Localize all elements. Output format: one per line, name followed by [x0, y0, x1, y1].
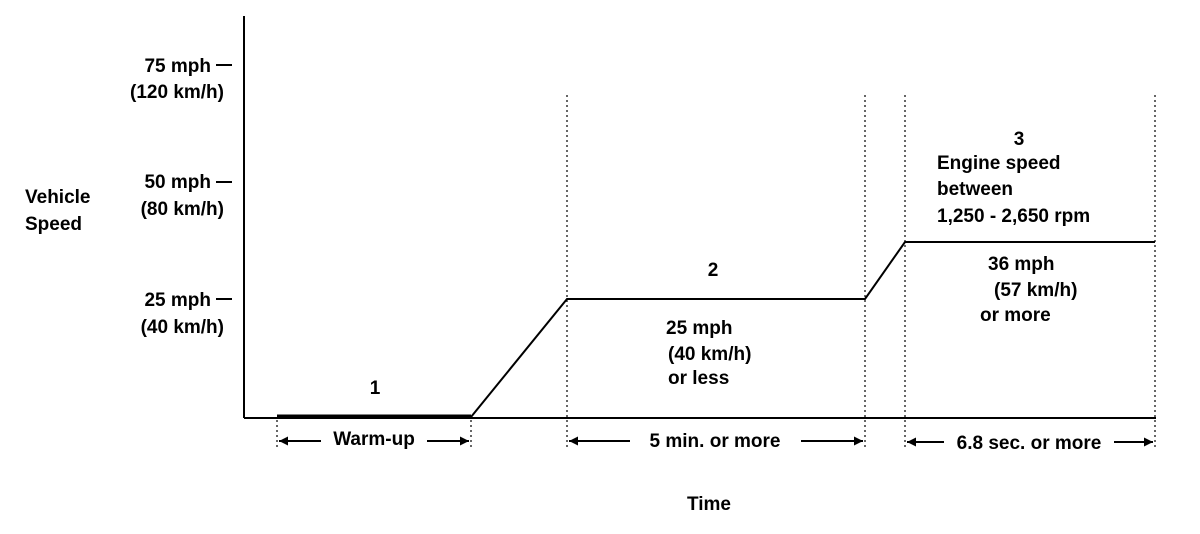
phase-3-condition-line2: between — [937, 179, 1013, 200]
phase-2-number: 2 — [708, 260, 719, 281]
y-tick-label-50-kmh: (80 km/h) — [141, 199, 224, 220]
x-axis-title: Time — [687, 494, 731, 515]
phase-3-speed-line1: 36 mph — [988, 254, 1055, 275]
phase-2-duration: 5 min. or more — [650, 431, 781, 452]
y-axis-title-line2: Speed — [25, 214, 82, 235]
phase-1-number: 1 — [370, 378, 381, 399]
phase-3-number: 3 — [1014, 129, 1025, 150]
speed-profile-line — [470, 241, 1155, 418]
phase-3-duration: 6.8 sec. or more — [957, 433, 1102, 454]
phase-2-speed-line2: (40 km/h) — [668, 344, 751, 365]
y-axis-title-line1: Vehicle — [25, 187, 91, 208]
y-tick-label-25-mph: 25 mph — [144, 290, 211, 311]
y-tick-label-25-kmh: (40 km/h) — [141, 317, 224, 338]
phase-3-condition-line3: 1,250 - 2,650 rpm — [937, 206, 1090, 227]
phase-2-speed-line3: or less — [668, 368, 729, 389]
phase-3-condition-line1: Engine speed — [937, 153, 1061, 174]
phase-1-duration: Warm-up — [333, 429, 415, 450]
y-tick-label-75-mph: 75 mph — [144, 56, 211, 77]
phase-3-speed-line3: or more — [980, 305, 1051, 326]
phase-2-speed-line1: 25 mph — [666, 318, 733, 339]
y-tick-label-50-mph: 50 mph — [144, 172, 211, 193]
y-tick-label-75-kmh: (120 km/h) — [130, 82, 224, 103]
phase-3-speed-line2: (57 km/h) — [994, 280, 1077, 301]
